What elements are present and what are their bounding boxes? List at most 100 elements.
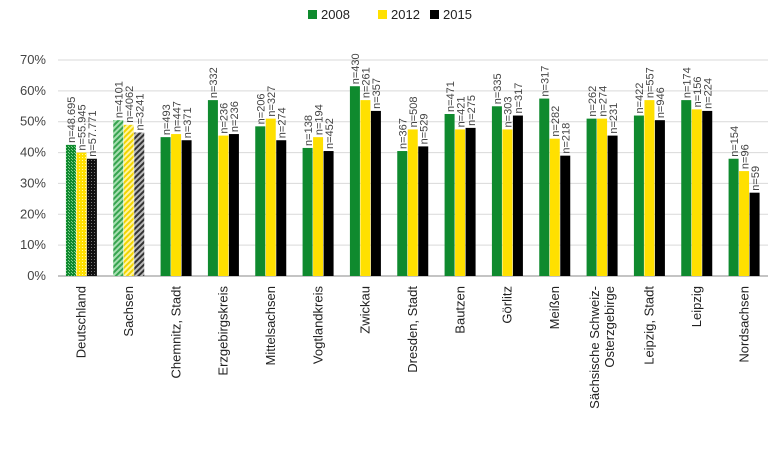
x-tick-label-erzgebirgskreis: Erzgebirgskreis	[216, 286, 231, 376]
n-label-deutschland-2012: n=55.945	[77, 104, 89, 150]
bar-chemnitz-stadt-2015	[181, 140, 192, 276]
legend-label-2012: 2012	[391, 7, 420, 22]
x-tick-label-deutschland: Deutschland	[74, 286, 89, 358]
legend-label-2015: 2015	[443, 7, 472, 22]
bar-goerlitz-2012	[502, 129, 513, 276]
bar-meissen-2012	[549, 138, 560, 276]
y-tick-label: 40%	[20, 145, 46, 160]
bar-mittelsachsen-2008	[255, 126, 266, 276]
x-tick-label-leipzig-stadt: Leipzig, Stadt	[642, 286, 657, 365]
x-axis: Deutschland Sachsen Chemnitz, Stadt Erzgebi…	[74, 286, 752, 409]
n-label-meissen-2008: n=317	[540, 66, 552, 97]
n-label-dresden-stadt-2012: n=508	[408, 97, 420, 128]
x-tick-label-saechsische-schweiz-osterzgebirge-1: Sächsische Schweiz-	[587, 286, 602, 409]
n-label-saechsische-schweiz-osterzgebirge-2012: n=274	[597, 86, 609, 117]
n-label-erzgebirgskreis-2008: n=332	[208, 67, 220, 98]
legend-swatch-2008	[308, 10, 317, 19]
y-tick-label: 50%	[20, 114, 46, 129]
n-label-chemnitz-stadt-2008: n=493	[161, 104, 173, 135]
x-tick-label-mittelsachsen: Mittelsachsen	[263, 286, 278, 365]
legend-swatch-2012	[378, 10, 387, 19]
n-label-bautzen-2008: n=471	[445, 81, 457, 112]
bar-meissen-2008	[539, 98, 550, 276]
y-tick-label: 30%	[20, 175, 46, 190]
n-label-meissen-2012: n=282	[550, 106, 562, 137]
bar-chemnitz-stadt-2012	[171, 134, 182, 276]
bar-dresden-stadt-2012	[407, 129, 418, 276]
n-label-bautzen-2012: n=421	[455, 97, 467, 128]
n-label-nordsachsen-2008: n=154	[729, 126, 741, 157]
n-label-meissen-2015: n=218	[561, 123, 573, 154]
bar-vogtlandkreis-2015	[323, 151, 334, 276]
n-label-zwickau-2012: n=261	[361, 67, 373, 98]
sample-size-labels: n=48.695n=55.945n=57.771n=4101n=4062n=32…	[66, 53, 762, 190]
y-axis: 0% 10% 20% 30% 40% 50% 60% 70%	[20, 52, 46, 283]
x-tick-label-nordsachsen: Nordsachsen	[736, 286, 751, 363]
bar-mittelsachsen-2015	[276, 140, 287, 276]
bar-meissen-2015	[560, 155, 571, 276]
n-label-chemnitz-stadt-2015: n=371	[182, 107, 194, 138]
n-label-mittelsachsen-2012: n=327	[266, 86, 278, 117]
bar-nordsachsen-2012	[739, 171, 750, 276]
bar-leipzig-stadt-2008	[633, 115, 644, 277]
y-tick-label: 10%	[20, 237, 46, 252]
bar-erzgebirgskreis-2015	[228, 134, 239, 276]
bars	[65, 86, 760, 277]
bar-saechsische-schweiz-osterzgebirge-2008	[586, 118, 597, 276]
n-label-goerlitz-2008: n=335	[492, 73, 504, 104]
bar-zwickau-2015	[370, 110, 381, 277]
n-label-nordsachsen-2012: n=96	[739, 144, 751, 169]
bar-leipzig-2015	[702, 110, 713, 277]
bar-goerlitz-2015	[512, 115, 523, 277]
bar-sachsen-2012	[123, 124, 134, 276]
n-label-mittelsachsen-2015: n=274	[277, 107, 289, 138]
n-label-dresden-stadt-2008: n=367	[398, 118, 410, 149]
bar-leipzig-stadt-2012	[644, 100, 655, 276]
bar-zwickau-2008	[349, 86, 360, 276]
n-label-vogtlandkreis-2012: n=194	[313, 104, 325, 135]
n-label-goerlitz-2012: n=303	[503, 97, 515, 128]
legend: 2008 2012 2015	[308, 7, 472, 22]
x-tick-label-goerlitz: Görlitz	[500, 286, 515, 324]
bar-dresden-stadt-2015	[418, 146, 429, 276]
n-label-erzgebirgskreis-2012: n=236	[219, 103, 231, 134]
bar-bautzen-2015	[465, 127, 476, 276]
bar-chemnitz-stadt-2008	[160, 137, 171, 276]
n-label-leipzig-stadt-2012: n=557	[645, 67, 657, 98]
n-label-leipzig-2008: n=174	[682, 67, 694, 98]
bar-bautzen-2012	[455, 129, 466, 276]
n-label-leipzig-stadt-2008: n=422	[634, 83, 646, 114]
x-tick-label-dresden-stadt: Dresden, Stadt	[405, 286, 420, 373]
bar-goerlitz-2008	[491, 106, 502, 277]
bar-saechsische-schweiz-osterzgebirge-2015	[607, 135, 618, 276]
n-label-goerlitz-2015: n=317	[513, 83, 525, 114]
bar-bautzen-2008	[444, 114, 455, 276]
n-label-bautzen-2015: n=275	[466, 95, 478, 126]
n-label-dresden-stadt-2015: n=529	[419, 113, 431, 144]
n-label-saechsische-schweiz-osterzgebirge-2008: n=262	[587, 86, 599, 117]
x-tick-label-chemnitz-stadt: Chemnitz, Stadt	[168, 286, 183, 379]
bar-dresden-stadt-2008	[397, 151, 408, 276]
x-tick-label-vogtlandkreis: Vogtlandkreis	[310, 286, 325, 365]
x-tick-label-leipzig: Leipzig	[689, 286, 704, 327]
bar-leipzig-2012	[691, 109, 702, 276]
n-label-leipzig-stadt-2015: n=946	[655, 87, 667, 118]
bar-sachsen-2015	[134, 132, 145, 276]
n-label-sachsen-2008: n=4101	[114, 81, 126, 118]
legend-swatch-2015	[430, 10, 439, 19]
y-tick-label: 20%	[20, 206, 46, 221]
y-tick-label: 0%	[27, 268, 46, 283]
x-tick-label-meissen: Meißen	[547, 286, 562, 329]
y-tick-label: 70%	[20, 52, 46, 67]
bar-leipzig-stadt-2015	[654, 120, 665, 277]
bar-vogtlandkreis-2008	[302, 147, 313, 276]
n-label-zwickau-2008: n=430	[350, 53, 362, 84]
n-label-leipzig-2012: n=156	[692, 76, 704, 107]
n-label-deutschland-2008: n=48.695	[66, 97, 78, 143]
n-label-erzgebirgskreis-2015: n=236	[229, 101, 241, 132]
bar-deutschland-2012	[76, 152, 87, 276]
n-label-leipzig-2015: n=224	[703, 78, 715, 109]
n-label-sachsen-2015: n=3241	[135, 93, 147, 130]
legend-label-2008: 2008	[321, 7, 350, 22]
